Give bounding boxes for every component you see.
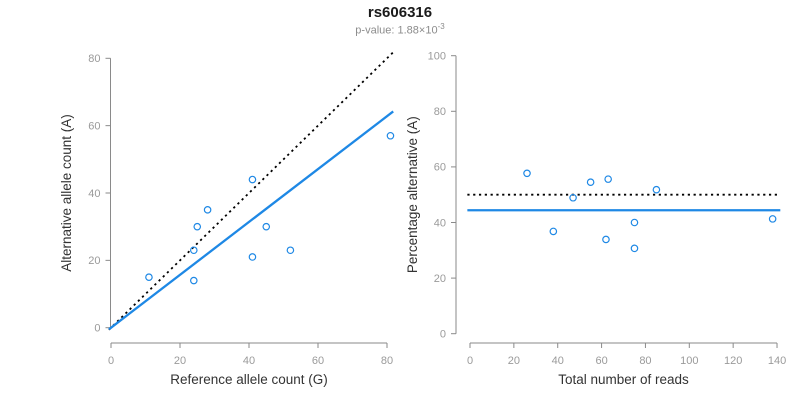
data-point — [386, 131, 395, 140]
data-point — [190, 276, 198, 285]
right-scatter-plot: 0 20 40 60 80 100 0 20 40 60 80 100 120 140 Total numb… — [405, 51, 786, 388]
y-axis-tick-label: 40 — [88, 188, 100, 200]
x-axis-tick-label: 0 — [467, 355, 473, 367]
x-axis-tick-label: 100 — [680, 355, 698, 367]
x-axis-tick-label: 60 — [312, 355, 324, 367]
fit-line — [108, 110, 394, 331]
x-axis-tick-label: 80 — [639, 355, 651, 367]
x-axis-tick-label: 20 — [508, 355, 520, 367]
y-axis-title: Percentage alternative (A) — [405, 116, 420, 273]
y-axis-tick-label: 80 — [88, 53, 100, 65]
data-point — [586, 178, 595, 186]
left-scatter-plot: 0 20 40 60 80 0 20 40 60 80 Reference allele count… — [59, 51, 395, 387]
data-point — [768, 215, 777, 223]
y-axis-tick-label: 20 — [434, 273, 446, 285]
y-axis-tick-label: 0 — [94, 323, 100, 335]
data-point — [604, 175, 612, 183]
y-axis-tick-label: 60 — [88, 120, 100, 132]
data-point — [549, 227, 558, 236]
x-axis-tick-label: 60 — [595, 355, 607, 367]
data-point — [569, 193, 577, 202]
p-value-subtitle: p-value: 1.88×10-3 — [0, 22, 800, 37]
data-point — [203, 206, 212, 214]
data-point — [630, 218, 639, 227]
page-title: rs606316 — [367, 4, 433, 21]
data-point — [652, 185, 661, 194]
data-point — [248, 175, 257, 184]
y-axis-tick-label: 0 — [440, 329, 446, 341]
x-axis-title: Reference allele count (G) — [170, 372, 328, 387]
y-axis-tick-label: 100 — [428, 51, 446, 63]
data-point — [630, 244, 639, 253]
x-axis-tick-label: 120 — [724, 355, 742, 367]
y-axis-title: Alternative allele count (A) — [59, 114, 74, 272]
identity-line — [108, 51, 394, 331]
data-point — [286, 246, 295, 255]
p-value-text: p-value: 1.88×10 — [355, 24, 438, 37]
y-axis-tick-label: 40 — [434, 217, 446, 229]
data-point — [248, 253, 257, 261]
y-axis-tick-label: 60 — [434, 162, 446, 174]
data-point — [523, 169, 531, 178]
x-axis-tick-label: 40 — [552, 355, 564, 367]
y-axis-tick-label: 20 — [88, 255, 100, 267]
x-axis-tick-label: 80 — [381, 355, 393, 367]
x-axis-tick-label: 0 — [108, 355, 114, 367]
data-point — [145, 273, 153, 281]
data-point — [193, 222, 202, 231]
p-value-exponent: -3 — [437, 22, 445, 31]
y-axis-tick-label: 80 — [434, 106, 446, 118]
x-axis-tick-label: 20 — [174, 355, 186, 367]
data-point — [190, 246, 198, 255]
x-axis-tick-label: 40 — [243, 355, 255, 367]
x-axis-title: Total number of reads — [558, 372, 689, 387]
data-point — [262, 222, 271, 231]
x-axis-tick-label: 140 — [768, 355, 786, 367]
data-point — [602, 235, 610, 244]
